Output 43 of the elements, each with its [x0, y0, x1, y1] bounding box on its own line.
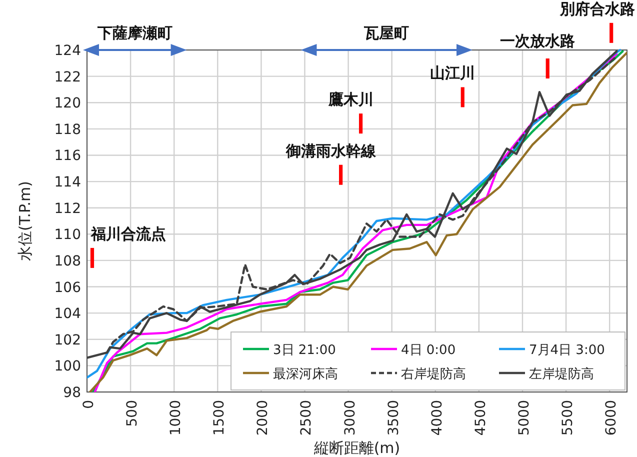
- y-tick-label: 116: [54, 148, 82, 164]
- x-tick-label: 2000: [255, 400, 272, 436]
- y-tick-label: 102: [54, 332, 81, 348]
- y-tick-label: 98: [63, 385, 81, 401]
- x-axis-title: 縦断距離(m): [312, 439, 400, 457]
- legend-label: 3日 21:00: [273, 343, 336, 358]
- x-tick-label: 1000: [168, 400, 184, 436]
- annotation: 福川合流点: [90, 224, 166, 243]
- y-tick-label: 122: [54, 69, 81, 86]
- x-tick-label: 4000: [429, 400, 446, 436]
- x-tick-label: 6000: [604, 400, 620, 436]
- x-tick-label: 5000: [516, 400, 532, 436]
- y-tick-label: 104: [54, 306, 82, 322]
- legend-label: 7月4日 3:00: [529, 343, 605, 358]
- text: 一次放水路: [500, 32, 576, 50]
- annotation: 山江川: [430, 64, 476, 82]
- annotation: 鷹木川: [327, 90, 374, 109]
- text: 瓦屋町: [363, 24, 410, 42]
- legend-label: 左岸堤防高: [529, 366, 594, 382]
- y-tick-label: 100: [54, 358, 81, 375]
- y-axis-title: 水位(T.P.m): [16, 181, 34, 261]
- y-tick-label: 110: [54, 227, 81, 244]
- y-tick-label: 120: [54, 96, 81, 112]
- x-tick-label: 1500: [212, 400, 228, 436]
- x-tick-label: 500: [124, 400, 141, 427]
- text: 別府合水路: [559, 0, 635, 18]
- legend-label: 右岸堤防高: [401, 366, 466, 382]
- y-tick-label: 114: [54, 174, 82, 191]
- legend-label: 4日 0:00: [401, 343, 456, 358]
- x-tick-label: 2500: [298, 400, 315, 436]
- x-tick-label: 5500: [560, 400, 576, 436]
- y-tick-label: 112: [54, 200, 81, 217]
- x-tick-label: 0: [81, 400, 97, 409]
- annotation: 御溝雨水幹線: [284, 142, 377, 160]
- y-tick-label: 108: [54, 253, 81, 270]
- x-tick-label: 3000: [342, 400, 358, 436]
- y-tick-label: 118: [54, 122, 81, 138]
- x-tick-label: 3500: [386, 400, 402, 436]
- legend-label: 最深河床高: [273, 366, 338, 382]
- x-tick-label: 4500: [472, 400, 489, 436]
- text: 下薩摩瀬町: [96, 24, 172, 42]
- y-tick-label: 106: [54, 280, 82, 296]
- y-tick-label: 124: [54, 43, 82, 59]
